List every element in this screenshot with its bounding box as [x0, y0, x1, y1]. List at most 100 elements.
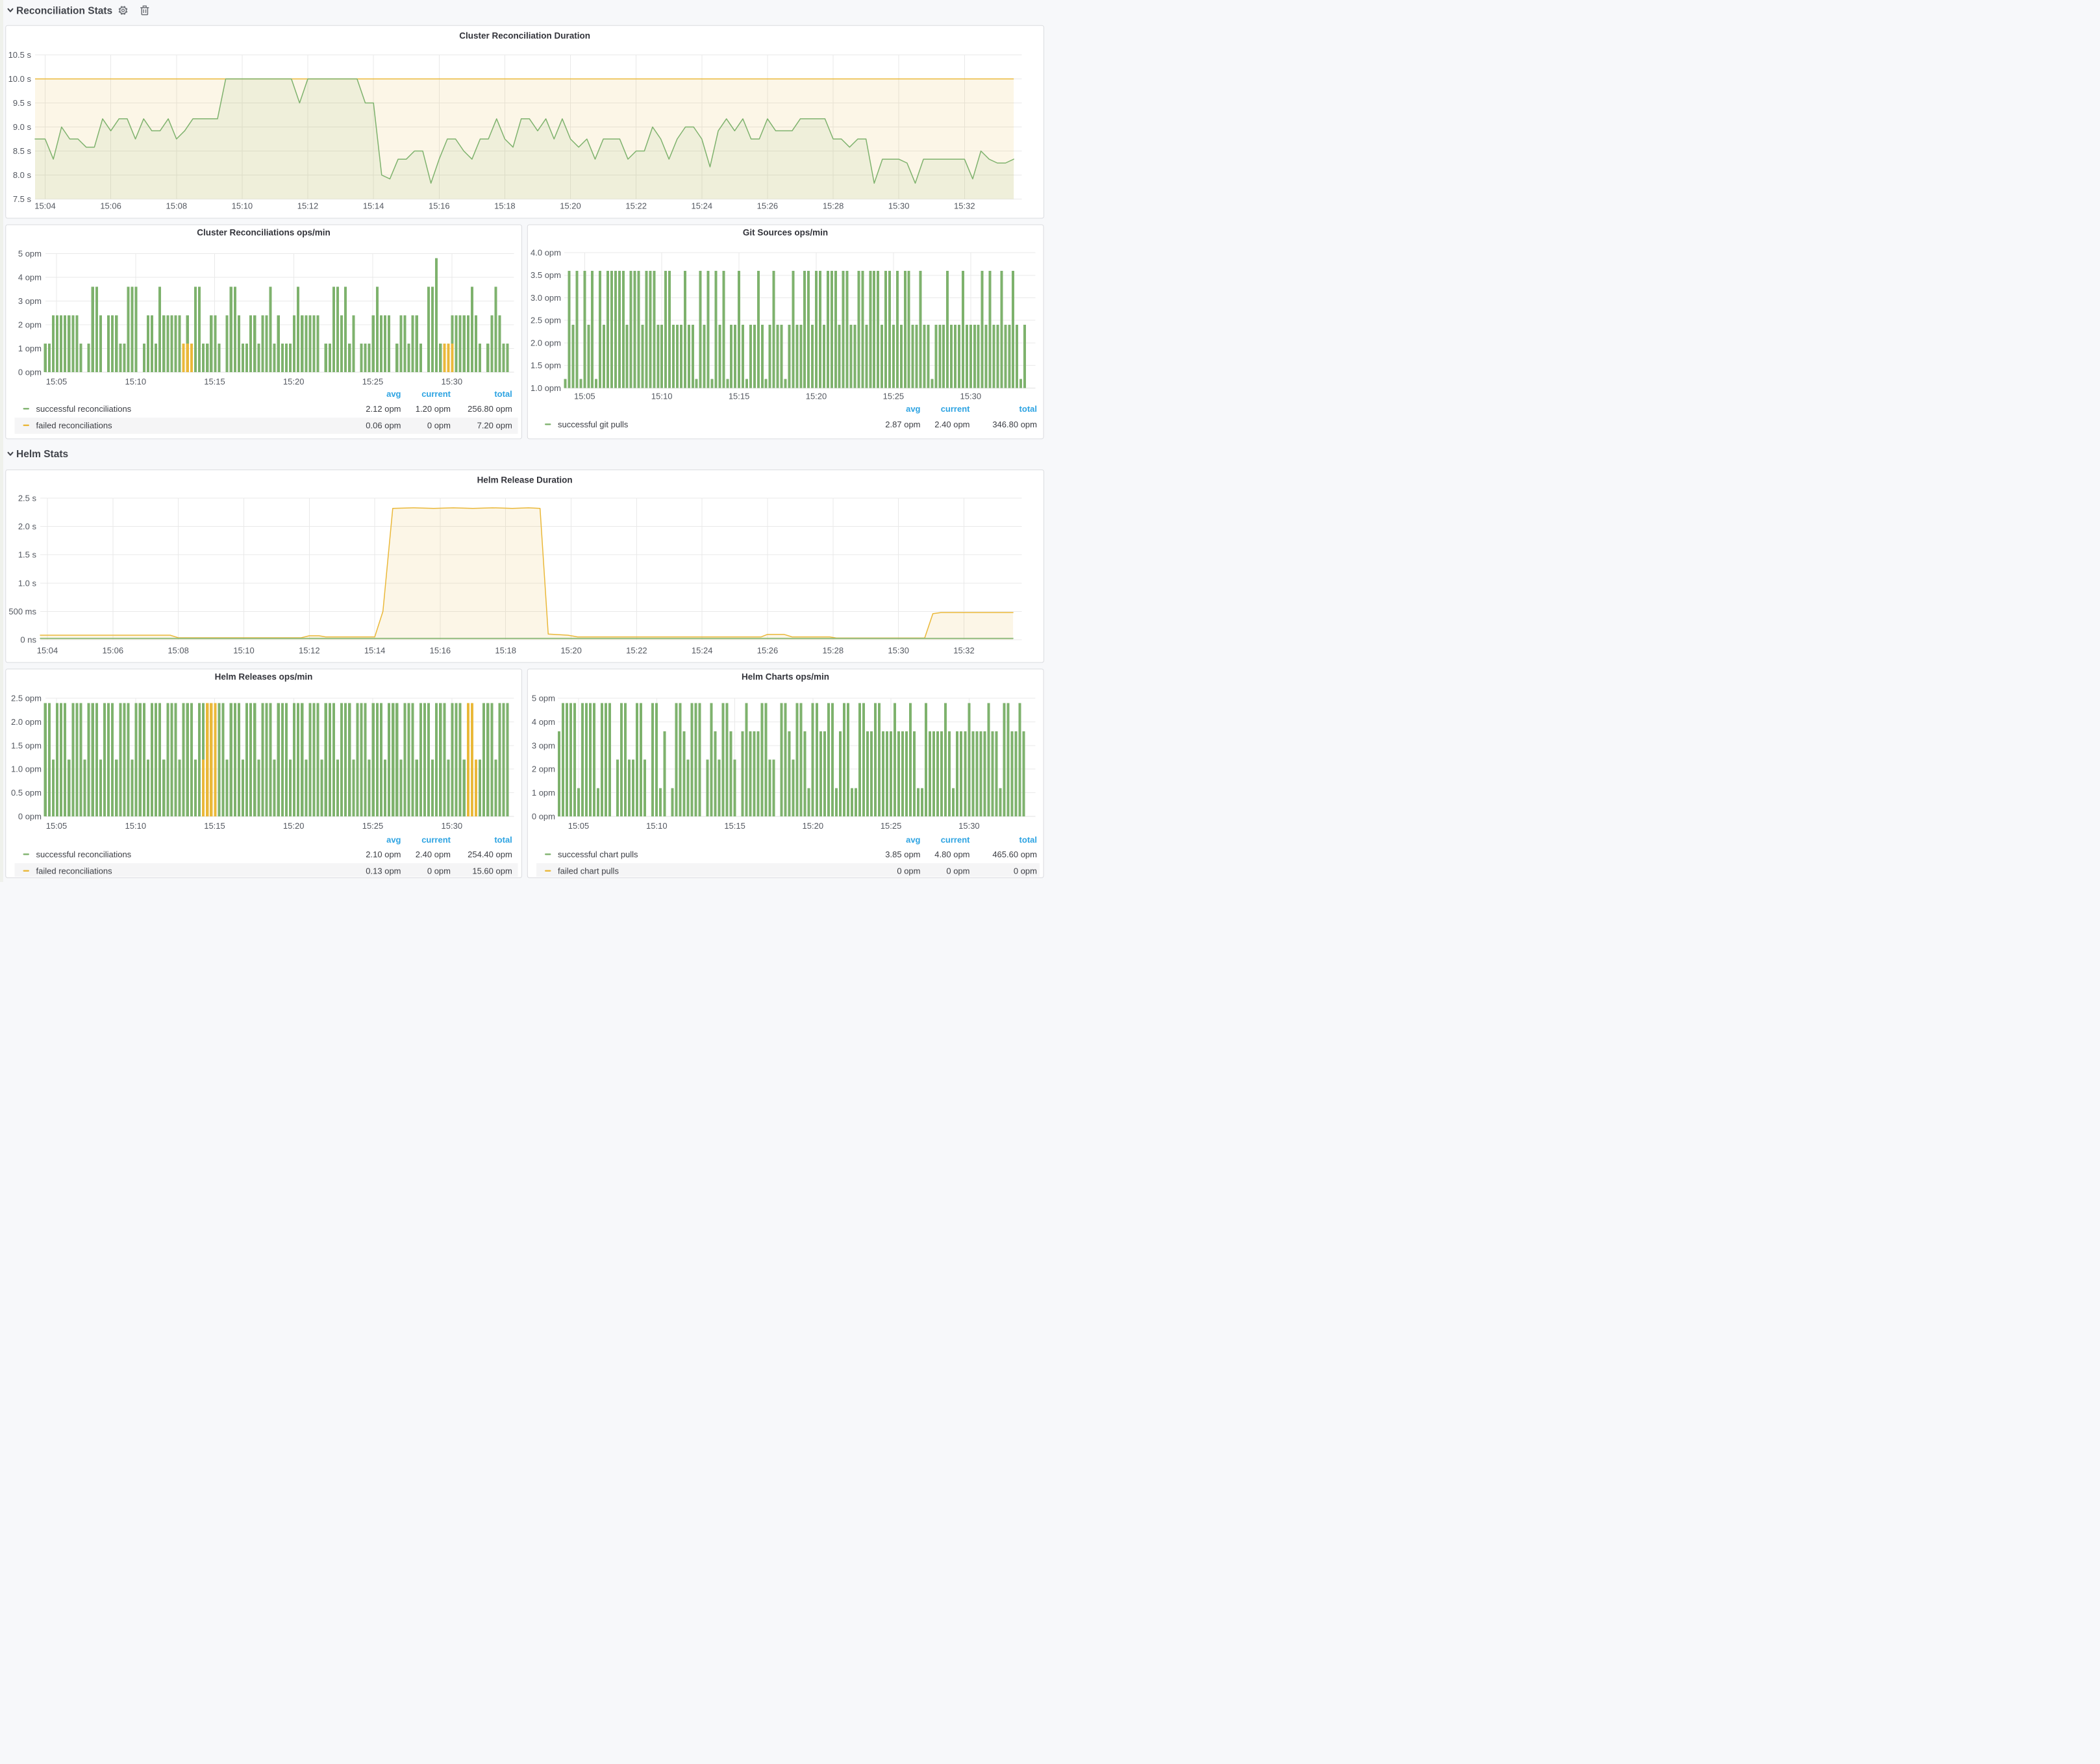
svg-text:total: total — [494, 835, 512, 845]
svg-text:avg: avg — [906, 835, 920, 845]
svg-text:15:25: 15:25 — [883, 392, 905, 401]
svg-text:2.12 opm: 2.12 opm — [366, 404, 401, 414]
svg-text:1 opm: 1 opm — [18, 344, 42, 353]
svg-text:failed chart pulls: failed chart pulls — [558, 866, 619, 876]
svg-text:2.0 opm: 2.0 opm — [11, 717, 42, 727]
svg-text:successful reconciliations: successful reconciliations — [36, 850, 132, 859]
svg-text:15:10: 15:10 — [651, 392, 673, 401]
svg-text:15:15: 15:15 — [204, 821, 225, 831]
svg-text:15:30: 15:30 — [960, 392, 982, 401]
svg-text:3 opm: 3 opm — [18, 296, 42, 306]
svg-text:15:04: 15:04 — [34, 201, 56, 211]
svg-text:9.5 s: 9.5 s — [13, 98, 32, 108]
svg-text:15:24: 15:24 — [692, 201, 713, 211]
svg-text:15:25: 15:25 — [362, 821, 384, 831]
svg-text:15:20: 15:20 — [283, 377, 305, 386]
svg-text:0 opm: 0 opm — [427, 866, 451, 876]
svg-text:1.0 opm: 1.0 opm — [11, 764, 42, 774]
svg-text:15:25: 15:25 — [362, 377, 384, 386]
svg-text:7.5 s: 7.5 s — [13, 194, 32, 204]
svg-text:15:28: 15:28 — [823, 201, 844, 211]
svg-text:15:05: 15:05 — [568, 821, 590, 831]
svg-text:15:06: 15:06 — [103, 646, 124, 655]
svg-text:15:12: 15:12 — [297, 201, 319, 211]
svg-text:15:08: 15:08 — [168, 646, 189, 655]
svg-text:avg: avg — [386, 389, 401, 399]
svg-text:2.10 opm: 2.10 opm — [366, 850, 401, 859]
svg-text:465.60 opm: 465.60 opm — [992, 850, 1037, 859]
svg-text:15:20: 15:20 — [803, 821, 824, 831]
svg-text:Helm Release Duration: Helm Release Duration — [477, 475, 573, 485]
svg-text:1.5 opm: 1.5 opm — [11, 740, 42, 750]
svg-text:7.20 opm: 7.20 opm — [477, 421, 512, 431]
svg-text:avg: avg — [386, 835, 401, 845]
svg-text:4.0 opm: 4.0 opm — [531, 248, 561, 258]
svg-text:15.60 opm: 15.60 opm — [472, 866, 512, 876]
svg-text:15:20: 15:20 — [283, 821, 305, 831]
svg-text:1.5 opm: 1.5 opm — [531, 360, 561, 370]
svg-text:2.40 opm: 2.40 opm — [934, 420, 969, 429]
svg-text:0 ns: 0 ns — [20, 635, 36, 645]
svg-text:Helm Releases ops/min: Helm Releases ops/min — [215, 672, 313, 682]
svg-text:1.5 s: 1.5 s — [18, 550, 37, 560]
svg-text:2 opm: 2 opm — [532, 764, 555, 774]
svg-text:15:25: 15:25 — [881, 821, 902, 831]
svg-text:15:26: 15:26 — [757, 201, 779, 211]
svg-text:15:14: 15:14 — [363, 201, 384, 211]
svg-text:15:22: 15:22 — [625, 201, 647, 211]
svg-text:0 opm: 0 opm — [897, 866, 920, 876]
svg-text:15:10: 15:10 — [125, 377, 147, 386]
svg-text:15:20: 15:20 — [560, 201, 581, 211]
svg-text:15:26: 15:26 — [757, 646, 779, 655]
svg-text:15:10: 15:10 — [125, 821, 147, 831]
svg-text:failed reconciliations: failed reconciliations — [36, 866, 113, 876]
svg-text:254.40 opm: 254.40 opm — [468, 850, 512, 859]
svg-text:Helm Charts ops/min: Helm Charts ops/min — [742, 672, 829, 682]
svg-text:Helm Stats: Helm Stats — [16, 449, 68, 460]
svg-text:0 opm: 0 opm — [18, 368, 42, 377]
svg-text:0 opm: 0 opm — [532, 812, 555, 822]
svg-text:500 ms: 500 ms — [8, 607, 36, 616]
svg-text:avg: avg — [906, 404, 920, 414]
svg-text:5 opm: 5 opm — [18, 249, 42, 258]
svg-text:current: current — [421, 835, 451, 845]
svg-text:15:04: 15:04 — [37, 646, 58, 655]
svg-text:15:18: 15:18 — [494, 201, 516, 211]
svg-text:256.80 opm: 256.80 opm — [468, 404, 512, 414]
svg-text:8.0 s: 8.0 s — [13, 170, 32, 180]
svg-text:0 opm: 0 opm — [946, 866, 969, 876]
svg-text:Cluster Reconciliation Duratio: Cluster Reconciliation Duration — [459, 31, 590, 41]
svg-text:15:14: 15:14 — [364, 646, 386, 655]
svg-text:total: total — [1019, 835, 1037, 845]
svg-text:9.0 s: 9.0 s — [13, 122, 32, 132]
svg-text:15:15: 15:15 — [204, 377, 225, 386]
svg-text:5 opm: 5 opm — [532, 694, 555, 703]
svg-text:Reconciliation Stats: Reconciliation Stats — [16, 6, 112, 17]
svg-text:0.13 opm: 0.13 opm — [366, 866, 401, 876]
svg-text:0 opm: 0 opm — [18, 812, 42, 822]
svg-text:15:15: 15:15 — [724, 821, 745, 831]
svg-text:1.0 s: 1.0 s — [18, 578, 37, 588]
svg-text:current: current — [421, 389, 451, 399]
svg-text:15:24: 15:24 — [692, 646, 713, 655]
svg-text:2.40 opm: 2.40 opm — [416, 850, 451, 859]
svg-text:15:10: 15:10 — [646, 821, 668, 831]
svg-text:4 opm: 4 opm — [18, 272, 42, 282]
svg-text:failed reconciliations: failed reconciliations — [36, 421, 113, 431]
svg-text:10.0 s: 10.0 s — [8, 74, 32, 84]
svg-text:15:30: 15:30 — [442, 821, 463, 831]
svg-text:15:06: 15:06 — [100, 201, 121, 211]
svg-text:15:05: 15:05 — [46, 377, 68, 386]
svg-text:2.5 opm: 2.5 opm — [531, 316, 561, 325]
svg-text:3 opm: 3 opm — [532, 740, 555, 750]
svg-text:15:32: 15:32 — [954, 201, 975, 211]
svg-text:15:30: 15:30 — [888, 201, 910, 211]
svg-text:15:28: 15:28 — [823, 646, 844, 655]
svg-text:2.0 opm: 2.0 opm — [531, 338, 561, 347]
svg-text:1.20 opm: 1.20 opm — [416, 404, 451, 414]
svg-text:15:05: 15:05 — [46, 821, 68, 831]
svg-text:total: total — [494, 389, 512, 399]
svg-text:15:18: 15:18 — [495, 646, 516, 655]
svg-text:3.5 opm: 3.5 opm — [531, 270, 561, 280]
svg-text:current: current — [941, 835, 970, 845]
